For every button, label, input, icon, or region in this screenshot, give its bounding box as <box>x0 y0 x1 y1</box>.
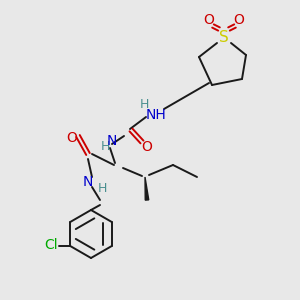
Polygon shape <box>145 177 149 200</box>
Text: N: N <box>83 175 93 189</box>
Text: H: H <box>100 140 110 154</box>
Text: O: O <box>204 13 214 27</box>
Text: NH: NH <box>146 108 167 122</box>
Text: O: O <box>234 13 244 27</box>
Text: O: O <box>67 131 77 145</box>
Text: S: S <box>219 29 229 44</box>
Text: H: H <box>97 182 107 194</box>
Text: Cl: Cl <box>44 238 58 252</box>
Text: N: N <box>107 134 117 148</box>
Text: O: O <box>142 140 152 154</box>
Text: H: H <box>139 98 149 112</box>
